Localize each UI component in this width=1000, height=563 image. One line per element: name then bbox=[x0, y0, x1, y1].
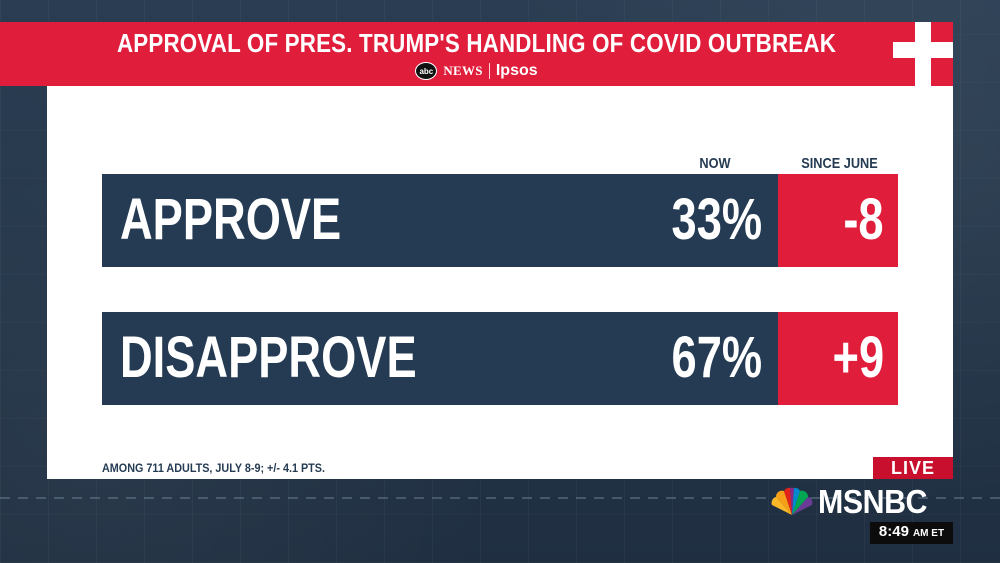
column-header-since-june: SINCE JUNE bbox=[801, 155, 878, 172]
poll-row-disapprove: DISAPPROVE 67% +9 bbox=[102, 312, 898, 405]
source-credits: abc NEWS Ipsos bbox=[0, 62, 953, 80]
background-dashed-line bbox=[0, 497, 1000, 499]
clock-time: 8:49 bbox=[878, 523, 909, 540]
network-logo: MSNBC bbox=[770, 483, 955, 520]
row-change-box: +9 bbox=[778, 312, 898, 405]
clock-zone: AM ET bbox=[912, 528, 945, 539]
row-change-value: +9 bbox=[832, 325, 884, 390]
title-banner bbox=[0, 22, 953, 86]
row-change-value: -8 bbox=[843, 187, 884, 252]
source-pollster: Ipsos bbox=[495, 62, 538, 79]
abc-logo-icon: abc bbox=[415, 62, 438, 80]
poll-card bbox=[47, 86, 953, 479]
row-value: 33% bbox=[671, 187, 762, 252]
peacock-icon bbox=[771, 487, 813, 515]
live-badge: LIVE bbox=[873, 457, 953, 479]
row-main-bar: DISAPPROVE 67% bbox=[102, 312, 778, 405]
row-label: APPROVE bbox=[120, 187, 342, 252]
poll-row-approve: APPROVE 33% -8 bbox=[102, 174, 898, 267]
cross-icon bbox=[893, 22, 953, 86]
poll-footnote: AMONG 711 ADULTS, JULY 8-9; +/- 4.1 PTS. bbox=[102, 461, 325, 475]
network-name: MSNBC bbox=[818, 483, 928, 520]
broadcast-clock: 8:49 AM ET bbox=[870, 522, 953, 544]
source-divider bbox=[488, 63, 490, 79]
row-label: DISAPPROVE bbox=[120, 325, 417, 390]
row-main-bar: APPROVE 33% bbox=[102, 174, 778, 267]
graphic-title: APPROVAL OF PRES. TRUMP'S HANDLING OF CO… bbox=[116, 28, 837, 58]
column-header-now: NOW bbox=[699, 155, 731, 172]
row-change-box: -8 bbox=[778, 174, 898, 267]
source-network: NEWS bbox=[443, 63, 483, 78]
row-value: 67% bbox=[671, 325, 762, 390]
